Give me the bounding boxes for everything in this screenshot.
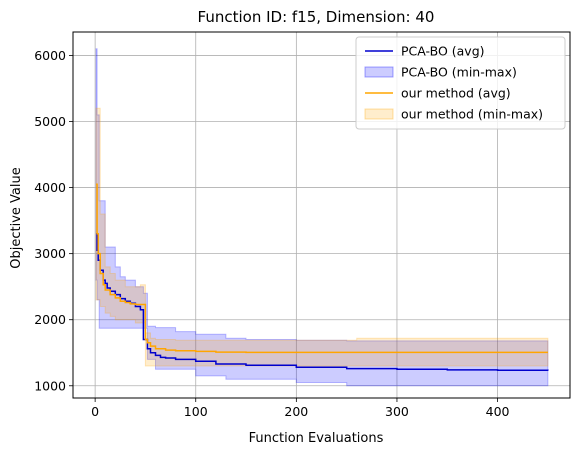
y-tick-label: 3000 bbox=[34, 246, 66, 261]
y-axis: 1000 2000 3000 4000 5000 6000 bbox=[34, 48, 73, 393]
legend-band-swatch bbox=[364, 108, 394, 120]
y-tick-label: 4000 bbox=[34, 180, 66, 195]
legend-box bbox=[355, 36, 566, 130]
our-method-min-max-band bbox=[95, 107, 549, 367]
plot-frame bbox=[72, 31, 571, 399]
x-tick-label: 400 bbox=[486, 404, 510, 419]
x-tick-label: 100 bbox=[184, 404, 208, 419]
y-tick-label: 5000 bbox=[34, 114, 66, 129]
y-tick-label: 6000 bbox=[34, 48, 66, 63]
chart-title: Function ID: f15, Dimension: 40 bbox=[198, 8, 435, 26]
series-layer bbox=[95, 48, 549, 387]
x-axis: 0 100 200 300 400 bbox=[91, 398, 510, 419]
legend-label: PCA-BO (min-max) bbox=[401, 65, 517, 80]
x-tick-label: 200 bbox=[284, 404, 308, 419]
x-tick-label: 0 bbox=[91, 404, 99, 419]
x-tick-label: 300 bbox=[385, 404, 409, 419]
legend-label: PCA-BO (avg) bbox=[401, 44, 485, 59]
legend-band-swatch bbox=[364, 66, 394, 78]
x-axis-label: Function Evaluations bbox=[249, 431, 384, 446]
y-tick-label: 1000 bbox=[34, 378, 66, 393]
y-tick-label: 2000 bbox=[34, 312, 66, 327]
legend: PCA-BO (avg) PCA-BO (min-max) our method (… bbox=[355, 36, 566, 130]
legend-label: our method (min-max) bbox=[401, 107, 543, 122]
legend-label: our method (avg) bbox=[401, 86, 511, 101]
our-method-avg-line bbox=[96, 183, 548, 354]
y-axis-label: Objective Value bbox=[9, 167, 24, 268]
